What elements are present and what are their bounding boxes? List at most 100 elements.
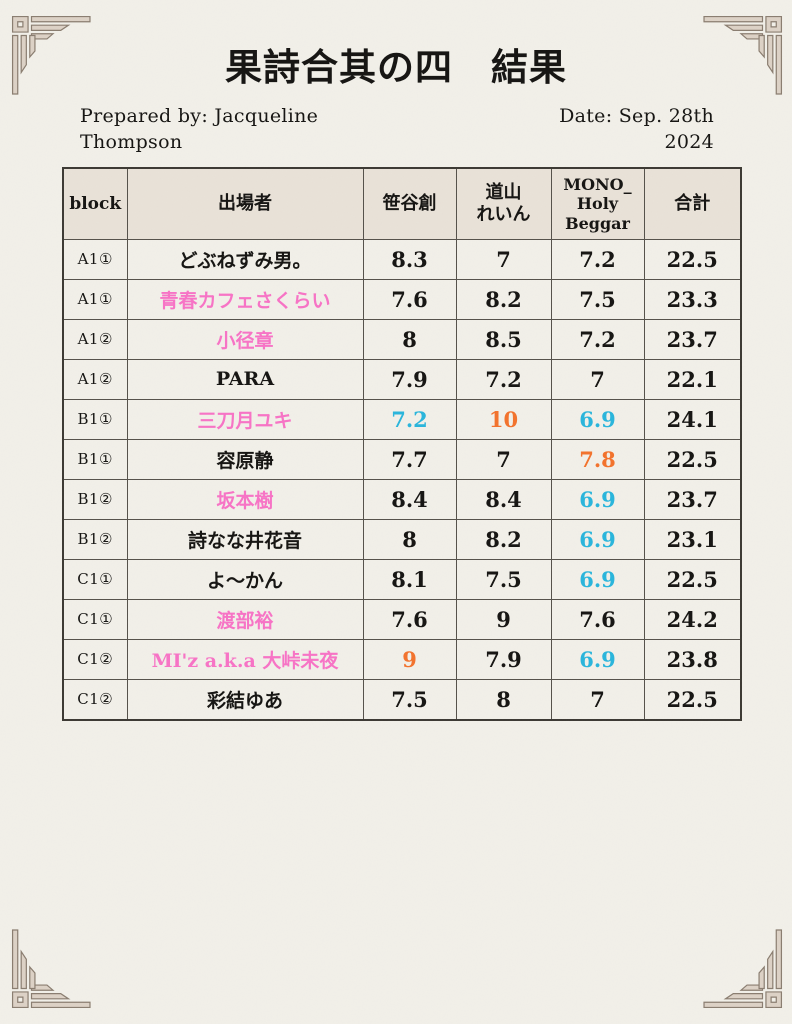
score-cell-judge1: 8	[362, 518, 457, 560]
contestant-name-cell: よ〜かん	[126, 558, 364, 600]
column-header-total: 合計	[643, 167, 742, 240]
total-cell: 23.8	[643, 638, 742, 680]
prepared-by-text: Prepared by: Jacqueline Thompson	[80, 104, 319, 153]
table-header-row: block 出場者 笹谷創 道山 れいん MONO_ Holy Beggar 合計	[62, 167, 742, 240]
block-cell: B1①	[62, 398, 128, 440]
corner-ornament-top-left	[10, 14, 96, 100]
results-table: block 出場者 笹谷創 道山 れいん MONO_ Holy Beggar 合計 A1①…	[62, 166, 742, 721]
table-row: C1② 彩結ゆあ 7.5 8 7 22.5	[62, 678, 742, 721]
score-cell-judge2: 8.2	[455, 278, 552, 320]
contestant-name-cell: MI'z a.k.a 大峠未夜	[126, 638, 364, 680]
score-cell-judge3: 7.2	[550, 238, 645, 280]
block-cell: A1②	[62, 358, 128, 400]
score-cell-judge2: 7	[455, 238, 552, 280]
score-cell-judge3: 7.6	[550, 598, 645, 640]
block-cell: C1②	[62, 638, 128, 680]
total-cell: 23.7	[643, 478, 742, 520]
contestant-name-cell: 彩結ゆあ	[126, 678, 364, 721]
block-cell: B1①	[62, 438, 128, 480]
table-row: B1② 坂本樹 8.4 8.4 6.9 23.7	[62, 478, 742, 520]
score-cell-judge2: 9	[455, 598, 552, 640]
table-row: B1② 詩なな井花音 8 8.2 6.9 23.1	[62, 518, 742, 560]
score-cell-judge3: 7.8	[550, 438, 645, 480]
table-row: C1① 渡部裕 7.6 9 7.6 24.2	[62, 598, 742, 640]
score-cell-judge1: 7.9	[362, 358, 457, 400]
column-header-judge2: 道山 れいん	[455, 167, 552, 240]
table-row: A1② 小径章 8 8.5 7.2 23.7	[62, 318, 742, 360]
block-cell: B1②	[62, 518, 128, 560]
score-cell-judge1: 7.2	[362, 398, 457, 440]
total-cell: 22.5	[643, 558, 742, 600]
block-cell: C1①	[62, 558, 128, 600]
document-meta: Prepared by: Jacqueline Thompson Date: S…	[80, 103, 714, 155]
score-cell-judge1: 7.5	[362, 678, 457, 721]
score-cell-judge1: 8.3	[362, 238, 457, 280]
total-cell: 24.1	[643, 398, 742, 440]
total-cell: 23.7	[643, 318, 742, 360]
column-header-name: 出場者	[126, 167, 364, 240]
block-cell: A1②	[62, 318, 128, 360]
table-row: A1① 青春カフェさくらい 7.6 8.2 7.5 23.3	[62, 278, 742, 320]
score-cell-judge2: 8.5	[455, 318, 552, 360]
total-cell: 22.1	[643, 358, 742, 400]
corner-ornament-bottom-right	[698, 924, 784, 1010]
contestant-name-cell: PARA	[126, 358, 364, 400]
total-cell: 22.5	[643, 438, 742, 480]
score-cell-judge2: 8	[455, 678, 552, 721]
table-row: B1① 容原静 7.7 7 7.8 22.5	[62, 438, 742, 480]
total-cell: 23.1	[643, 518, 742, 560]
score-cell-judge2: 8.4	[455, 478, 552, 520]
block-cell: C1①	[62, 598, 128, 640]
contestant-name-cell: 小径章	[126, 318, 364, 360]
score-cell-judge1: 8.4	[362, 478, 457, 520]
contestant-name-cell: 坂本樹	[126, 478, 364, 520]
column-header-judge1: 笹谷創	[362, 167, 457, 240]
table-row: B1① 三刀月ユキ 7.2 10 6.9 24.1	[62, 398, 742, 440]
score-cell-judge1: 7.6	[362, 278, 457, 320]
score-cell-judge1: 7.6	[362, 598, 457, 640]
column-header-judge3: MONO_ Holy Beggar	[550, 167, 645, 240]
score-cell-judge1: 7.7	[362, 438, 457, 480]
score-cell-judge1: 9	[362, 638, 457, 680]
total-cell: 22.5	[643, 678, 742, 721]
score-cell-judge2: 7	[455, 438, 552, 480]
score-cell-judge3: 6.9	[550, 638, 645, 680]
corner-ornament-top-right	[698, 14, 784, 100]
contestant-name-cell: 渡部裕	[126, 598, 364, 640]
table-row: A1② PARA 7.9 7.2 7 22.1	[62, 358, 742, 400]
score-cell-judge2: 10	[455, 398, 552, 440]
block-cell: C1②	[62, 678, 128, 721]
date-text: Date: Sep. 28th 2024	[559, 104, 714, 153]
contestant-name-cell: 青春カフェさくらい	[126, 278, 364, 320]
contestant-name-cell: 容原静	[126, 438, 364, 480]
block-cell: A1①	[62, 238, 128, 280]
contestant-name-cell: 詩なな井花音	[126, 518, 364, 560]
score-cell-judge2: 7.5	[455, 558, 552, 600]
corner-ornament-bottom-left	[10, 924, 96, 1010]
score-cell-judge2: 8.2	[455, 518, 552, 560]
page-title: 果詩合其の四 結果	[225, 45, 567, 89]
score-cell-judge3: 7	[550, 358, 645, 400]
score-cell-judge3: 6.9	[550, 478, 645, 520]
table-row: C1① よ〜かん 8.1 7.5 6.9 22.5	[62, 558, 742, 600]
score-cell-judge3: 6.9	[550, 398, 645, 440]
score-cell-judge1: 8	[362, 318, 457, 360]
score-cell-judge2: 7.9	[455, 638, 552, 680]
score-cell-judge3: 7	[550, 678, 645, 721]
score-cell-judge2: 7.2	[455, 358, 552, 400]
block-cell: B1②	[62, 478, 128, 520]
score-cell-judge3: 6.9	[550, 518, 645, 560]
total-cell: 22.5	[643, 238, 742, 280]
column-header-block: block	[62, 167, 128, 240]
block-cell: A1①	[62, 278, 128, 320]
total-cell: 24.2	[643, 598, 742, 640]
contestant-name-cell: どぶねずみ男。	[126, 238, 364, 280]
contestant-name-cell: 三刀月ユキ	[126, 398, 364, 440]
table-row: A1① どぶねずみ男。 8.3 7 7.2 22.5	[62, 238, 742, 280]
score-cell-judge3: 7.5	[550, 278, 645, 320]
score-cell-judge1: 8.1	[362, 558, 457, 600]
score-cell-judge3: 7.2	[550, 318, 645, 360]
total-cell: 23.3	[643, 278, 742, 320]
table-row: C1② MI'z a.k.a 大峠未夜 9 7.9 6.9 23.8	[62, 638, 742, 680]
